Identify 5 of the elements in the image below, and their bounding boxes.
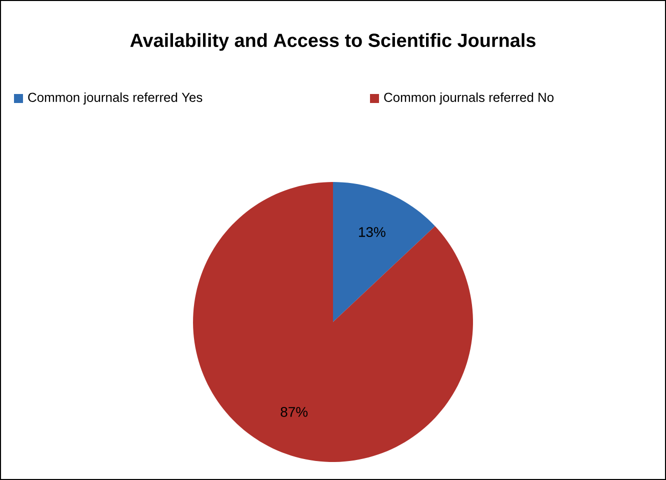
data-label: 13% xyxy=(359,227,386,237)
chart-title: Availability and Access to Scientific Journals xyxy=(130,33,536,51)
data-label: 87% xyxy=(280,406,308,417)
legend-label: Common journals referred No xyxy=(384,92,554,105)
legend-label: Common journals referred Yes xyxy=(28,92,202,105)
